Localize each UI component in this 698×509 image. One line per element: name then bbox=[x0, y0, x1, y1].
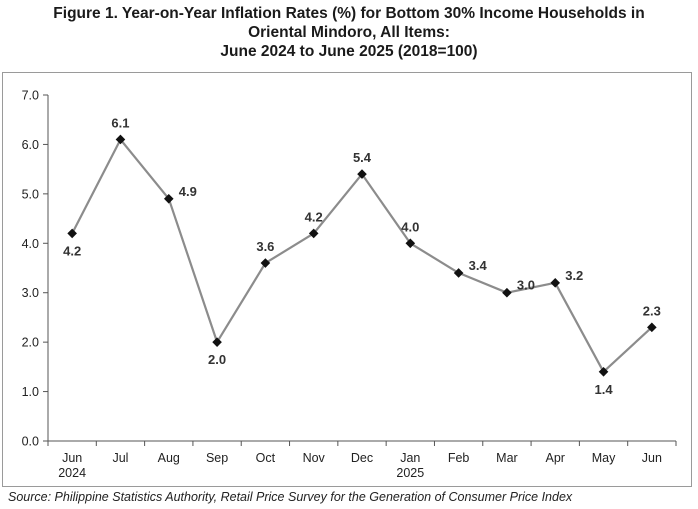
x-tick-label: Dec bbox=[351, 451, 373, 465]
x-year-label: 2024 bbox=[58, 466, 86, 480]
data-label: 2.0 bbox=[208, 352, 226, 367]
y-tick-label: 3.0 bbox=[22, 286, 39, 300]
data-label: 3.6 bbox=[256, 239, 274, 254]
source-note: Source: Philippine Statistics Authority,… bbox=[8, 490, 573, 504]
data-point bbox=[598, 367, 609, 377]
data-label: 5.4 bbox=[353, 150, 372, 165]
x-tick-label: Aug bbox=[158, 451, 180, 465]
x-tick-label: Jun bbox=[642, 451, 662, 465]
y-tick-label: 1.0 bbox=[22, 385, 39, 399]
data-point bbox=[260, 258, 271, 268]
x-tick-label: Mar bbox=[496, 451, 518, 465]
data-label: 4.0 bbox=[401, 219, 419, 234]
data-label: 3.4 bbox=[469, 258, 488, 273]
data-point bbox=[405, 238, 416, 249]
data-point bbox=[308, 228, 319, 239]
data-point bbox=[550, 278, 561, 288]
y-tick-label: 7.0 bbox=[22, 89, 39, 103]
data-label: 4.2 bbox=[63, 243, 81, 258]
y-tick-label: 2.0 bbox=[22, 336, 39, 350]
x-tick-label: Nov bbox=[303, 451, 326, 465]
data-label: 6.1 bbox=[111, 115, 129, 130]
data-label: 4.9 bbox=[179, 184, 197, 199]
chart-title: Figure 1. Year-on-Year Inflation Rates (… bbox=[0, 4, 698, 61]
data-point bbox=[647, 322, 657, 333]
y-tick-label: 0.0 bbox=[22, 435, 39, 449]
title-line-1: Figure 1. Year-on-Year Inflation Rates (… bbox=[53, 5, 645, 22]
data-label: 2.3 bbox=[643, 303, 661, 318]
data-point bbox=[67, 228, 77, 239]
x-tick-label: Jun bbox=[62, 451, 82, 465]
x-tick-label: Jan bbox=[400, 451, 420, 465]
x-tick-label: Sep bbox=[206, 451, 228, 465]
data-label: 3.0 bbox=[517, 278, 535, 293]
x-tick-label: Apr bbox=[546, 451, 565, 465]
data-point bbox=[115, 134, 126, 145]
data-label: 3.2 bbox=[565, 268, 583, 283]
y-tick-label: 5.0 bbox=[22, 187, 39, 201]
x-year-label: 2025 bbox=[396, 466, 424, 480]
chart-frame bbox=[2, 72, 692, 487]
x-tick-label: Oct bbox=[256, 451, 276, 465]
title-line-3: June 2024 to June 2025 (2018=100) bbox=[220, 43, 478, 60]
data-point bbox=[212, 337, 222, 347]
data-point bbox=[453, 268, 464, 278]
y-tick-label: 6.0 bbox=[22, 138, 39, 152]
data-point bbox=[163, 194, 174, 204]
x-tick-label: May bbox=[592, 451, 616, 465]
data-point bbox=[357, 169, 367, 179]
data-label: 1.4 bbox=[594, 382, 613, 397]
y-tick-label: 4.0 bbox=[22, 237, 39, 251]
x-tick-label: Jul bbox=[112, 451, 128, 465]
data-label: 4.2 bbox=[305, 209, 323, 224]
title-line-2: Oriental Mindoro, All Items: bbox=[248, 24, 450, 41]
x-tick-label: Feb bbox=[448, 451, 470, 465]
data-point bbox=[502, 287, 512, 298]
